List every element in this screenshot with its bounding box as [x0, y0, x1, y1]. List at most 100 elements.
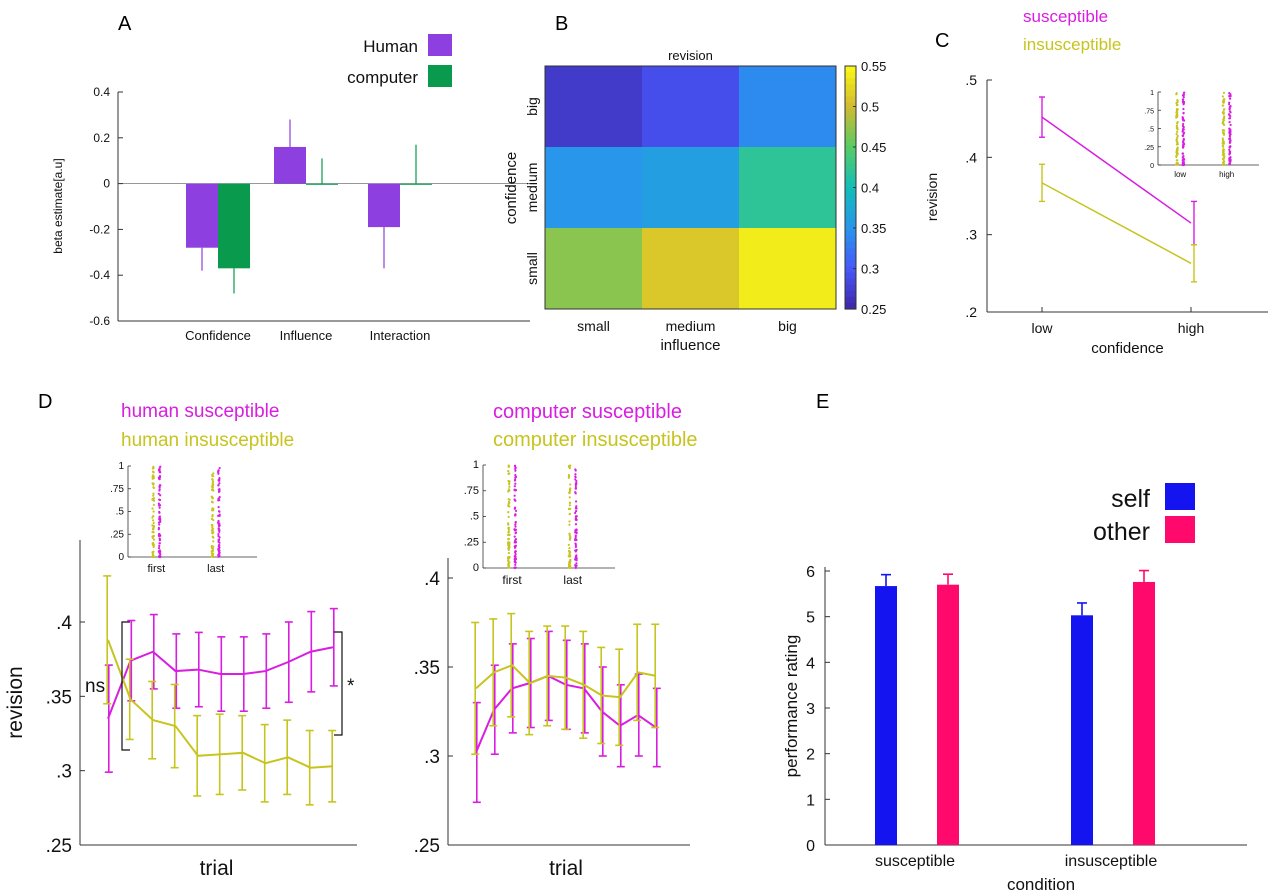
d1-inset-point	[151, 475, 154, 478]
d2-inset-point	[574, 511, 577, 515]
d2-inset-xtick-label: last	[563, 573, 582, 587]
d2-inset-point	[575, 505, 578, 508]
b-colorbar-label: 0.5	[861, 100, 879, 115]
c-inset-point	[1223, 115, 1226, 118]
d1-inset-ytick-label: 0	[118, 552, 124, 563]
d1-inset-point	[158, 489, 161, 492]
b-colorbar-segment	[845, 193, 856, 201]
d1-inset-point	[152, 486, 156, 490]
d1-star-bracket	[334, 631, 343, 736]
d1-inset-ytick-label: .75	[110, 484, 124, 495]
c-inset-point	[1175, 93, 1178, 96]
d1-inset-point	[151, 543, 155, 547]
b-colorbar-label: 0.4	[861, 181, 879, 196]
d2-legend-label: computer insusceptible	[493, 429, 698, 451]
d2-inset-point	[568, 491, 571, 494]
c-inset-xtick-label: low	[1174, 170, 1186, 179]
d1-inset-point	[157, 528, 160, 531]
d2-inset-point	[574, 517, 578, 521]
c-inset-point	[1223, 108, 1226, 111]
d2-inset-point	[513, 555, 516, 558]
d2-inset-point	[569, 507, 572, 510]
d2-inset-point	[568, 504, 571, 507]
c-inset-point	[1221, 144, 1224, 147]
a-category-label: Interaction	[370, 328, 431, 343]
d1-inset-point	[158, 484, 162, 487]
b-heatmap-cell	[545, 66, 643, 148]
d2-inset-point	[507, 515, 510, 518]
chart-d-computer: .4 .35 .3 .25 trial computer susceptible compu…	[414, 401, 698, 880]
c-inset-point	[1222, 111, 1225, 115]
d2-inset-point	[567, 549, 571, 552]
d1-inset-point	[210, 552, 213, 555]
c-inset-point	[1181, 130, 1184, 133]
b-colorbar-segment	[845, 138, 856, 146]
d2-inset-point	[507, 548, 510, 552]
b-colorbar-segment	[845, 84, 856, 91]
b-colorbar-segment	[845, 120, 856, 128]
d1-inset-point	[152, 528, 155, 531]
b-colorbar-segment	[845, 144, 856, 152]
d2-inset-point	[507, 551, 510, 555]
d2-inset-point	[514, 537, 518, 541]
d2-inset-ytick-label: 0	[473, 562, 479, 574]
c-inset-point	[1222, 123, 1226, 126]
c-inset-point	[1222, 148, 1226, 151]
d1-inset-point	[211, 524, 214, 527]
d1-inset-point	[211, 480, 215, 483]
c-inset-point	[1222, 118, 1225, 121]
e-xtick-label: susceptible	[875, 853, 955, 870]
d2-inset-point	[568, 501, 572, 504]
c-inset-point	[1182, 119, 1185, 122]
d1-inset-point	[217, 538, 220, 541]
d1-annotation-star: *	[347, 676, 355, 697]
c-inset-point	[1182, 107, 1185, 111]
b-colorbar-segment	[845, 230, 856, 237]
d1-inset-point	[211, 532, 214, 535]
d1-ytick-label: .3	[56, 762, 72, 783]
c-inset-point	[1182, 94, 1185, 97]
c-inset-point	[1182, 138, 1185, 141]
a-bar	[274, 146, 306, 184]
b-colorbar-segment	[845, 72, 856, 79]
b-xtick-label: small	[577, 318, 610, 334]
d2-xlabel: trial	[549, 857, 583, 880]
d2-inset-ytick-label: .25	[464, 536, 479, 548]
d1-legend-label: human susceptible	[121, 401, 279, 422]
d2-inset-point	[567, 476, 570, 479]
c-inset-point	[1175, 124, 1179, 127]
d2-inset-point	[513, 566, 516, 569]
c-inset-point	[1175, 159, 1178, 162]
d2-inset-point	[507, 559, 510, 563]
b-xtick-label: medium	[666, 318, 716, 334]
c-inset-point	[1182, 141, 1185, 144]
c-inset-point	[1223, 163, 1226, 166]
panel-label-c: C	[935, 30, 949, 52]
c-inset-point	[1221, 129, 1224, 132]
b-colorbar-label: 0.55	[861, 59, 886, 74]
d2-inset-point	[507, 528, 511, 532]
panel-label-d: D	[38, 391, 52, 413]
d1-inset-point	[151, 551, 154, 554]
d2-inset-point	[514, 531, 517, 535]
d2-inset-point	[568, 532, 571, 535]
d2-inset-point	[568, 546, 571, 550]
d1-inset-point	[212, 545, 215, 548]
d2-inset-point	[574, 530, 577, 534]
d2-inset-point	[567, 473, 571, 477]
d1-inset-point	[152, 521, 155, 525]
d2-inset-point	[575, 528, 578, 531]
d2-inset-point	[574, 500, 578, 503]
d2-inset-point	[568, 534, 571, 537]
c-inset-point	[1176, 130, 1179, 133]
d1-ytick-label: .25	[46, 836, 72, 857]
d2-inset-point	[514, 521, 517, 524]
d1-inset-point	[152, 503, 155, 506]
a-category-label: Influence	[280, 328, 333, 343]
d1-inset-point	[218, 544, 221, 547]
d2-inset-point	[569, 483, 572, 486]
d2-inset-point	[568, 538, 572, 541]
c-legend-label: susceptible	[1023, 7, 1108, 26]
a-ytick-label: -0.6	[89, 314, 110, 328]
b-colorbar-segment	[845, 278, 856, 286]
